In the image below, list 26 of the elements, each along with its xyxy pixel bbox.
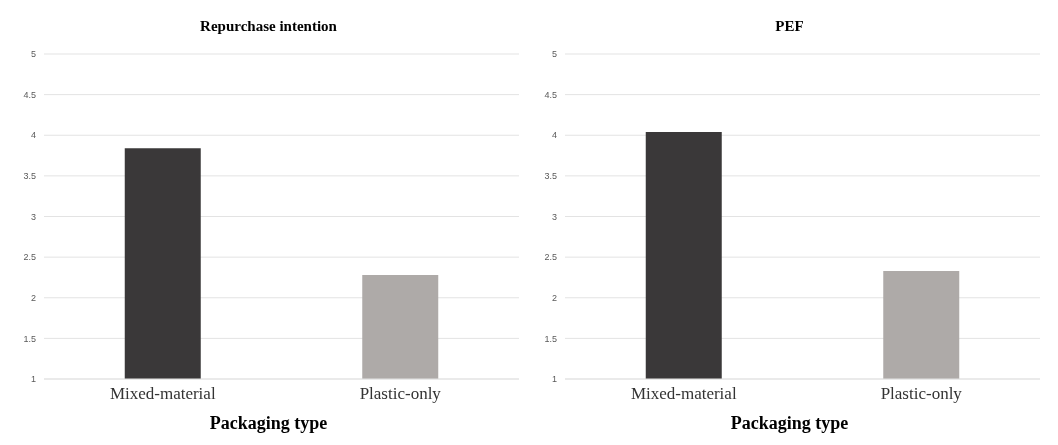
x-tick-label: Plastic-only <box>880 384 963 404</box>
y-tick-label: 4 <box>551 130 557 141</box>
chart-title: PEF <box>775 17 804 36</box>
y-tick-label: 3.5 <box>23 171 36 182</box>
y-tick-label: 4.5 <box>23 89 36 100</box>
x-tick-label: Mixed-material <box>109 384 216 404</box>
x-axis-title: Packaging type <box>730 413 849 434</box>
y-tick-label: 1.5 <box>23 333 36 344</box>
y-tick-label: 2 <box>30 292 36 303</box>
y-tick-label: 2 <box>551 292 557 303</box>
y-tick-label: 1 <box>551 374 557 385</box>
y-tick-label: 4 <box>30 130 36 141</box>
x-tick-label: Mixed-material <box>630 384 737 404</box>
y-tick-label: 3.5 <box>544 171 557 182</box>
y-tick-label: 5 <box>30 49 36 60</box>
y-tick-label: 2.5 <box>544 252 557 263</box>
chart-title: Repurchase intention <box>200 17 337 36</box>
y-tick-label: 5 <box>551 49 557 60</box>
y-tick-label: 2.5 <box>23 252 36 263</box>
x-axis-title: Packaging type <box>209 413 328 434</box>
y-tick-label: 4.5 <box>544 89 557 100</box>
y-tick-label: 3 <box>551 211 557 222</box>
x-tick-label: Plastic-only <box>359 384 442 404</box>
y-tick-label: 3 <box>30 211 36 222</box>
y-tick-label: 1 <box>30 374 36 385</box>
y-tick-label: 1.5 <box>544 333 557 344</box>
